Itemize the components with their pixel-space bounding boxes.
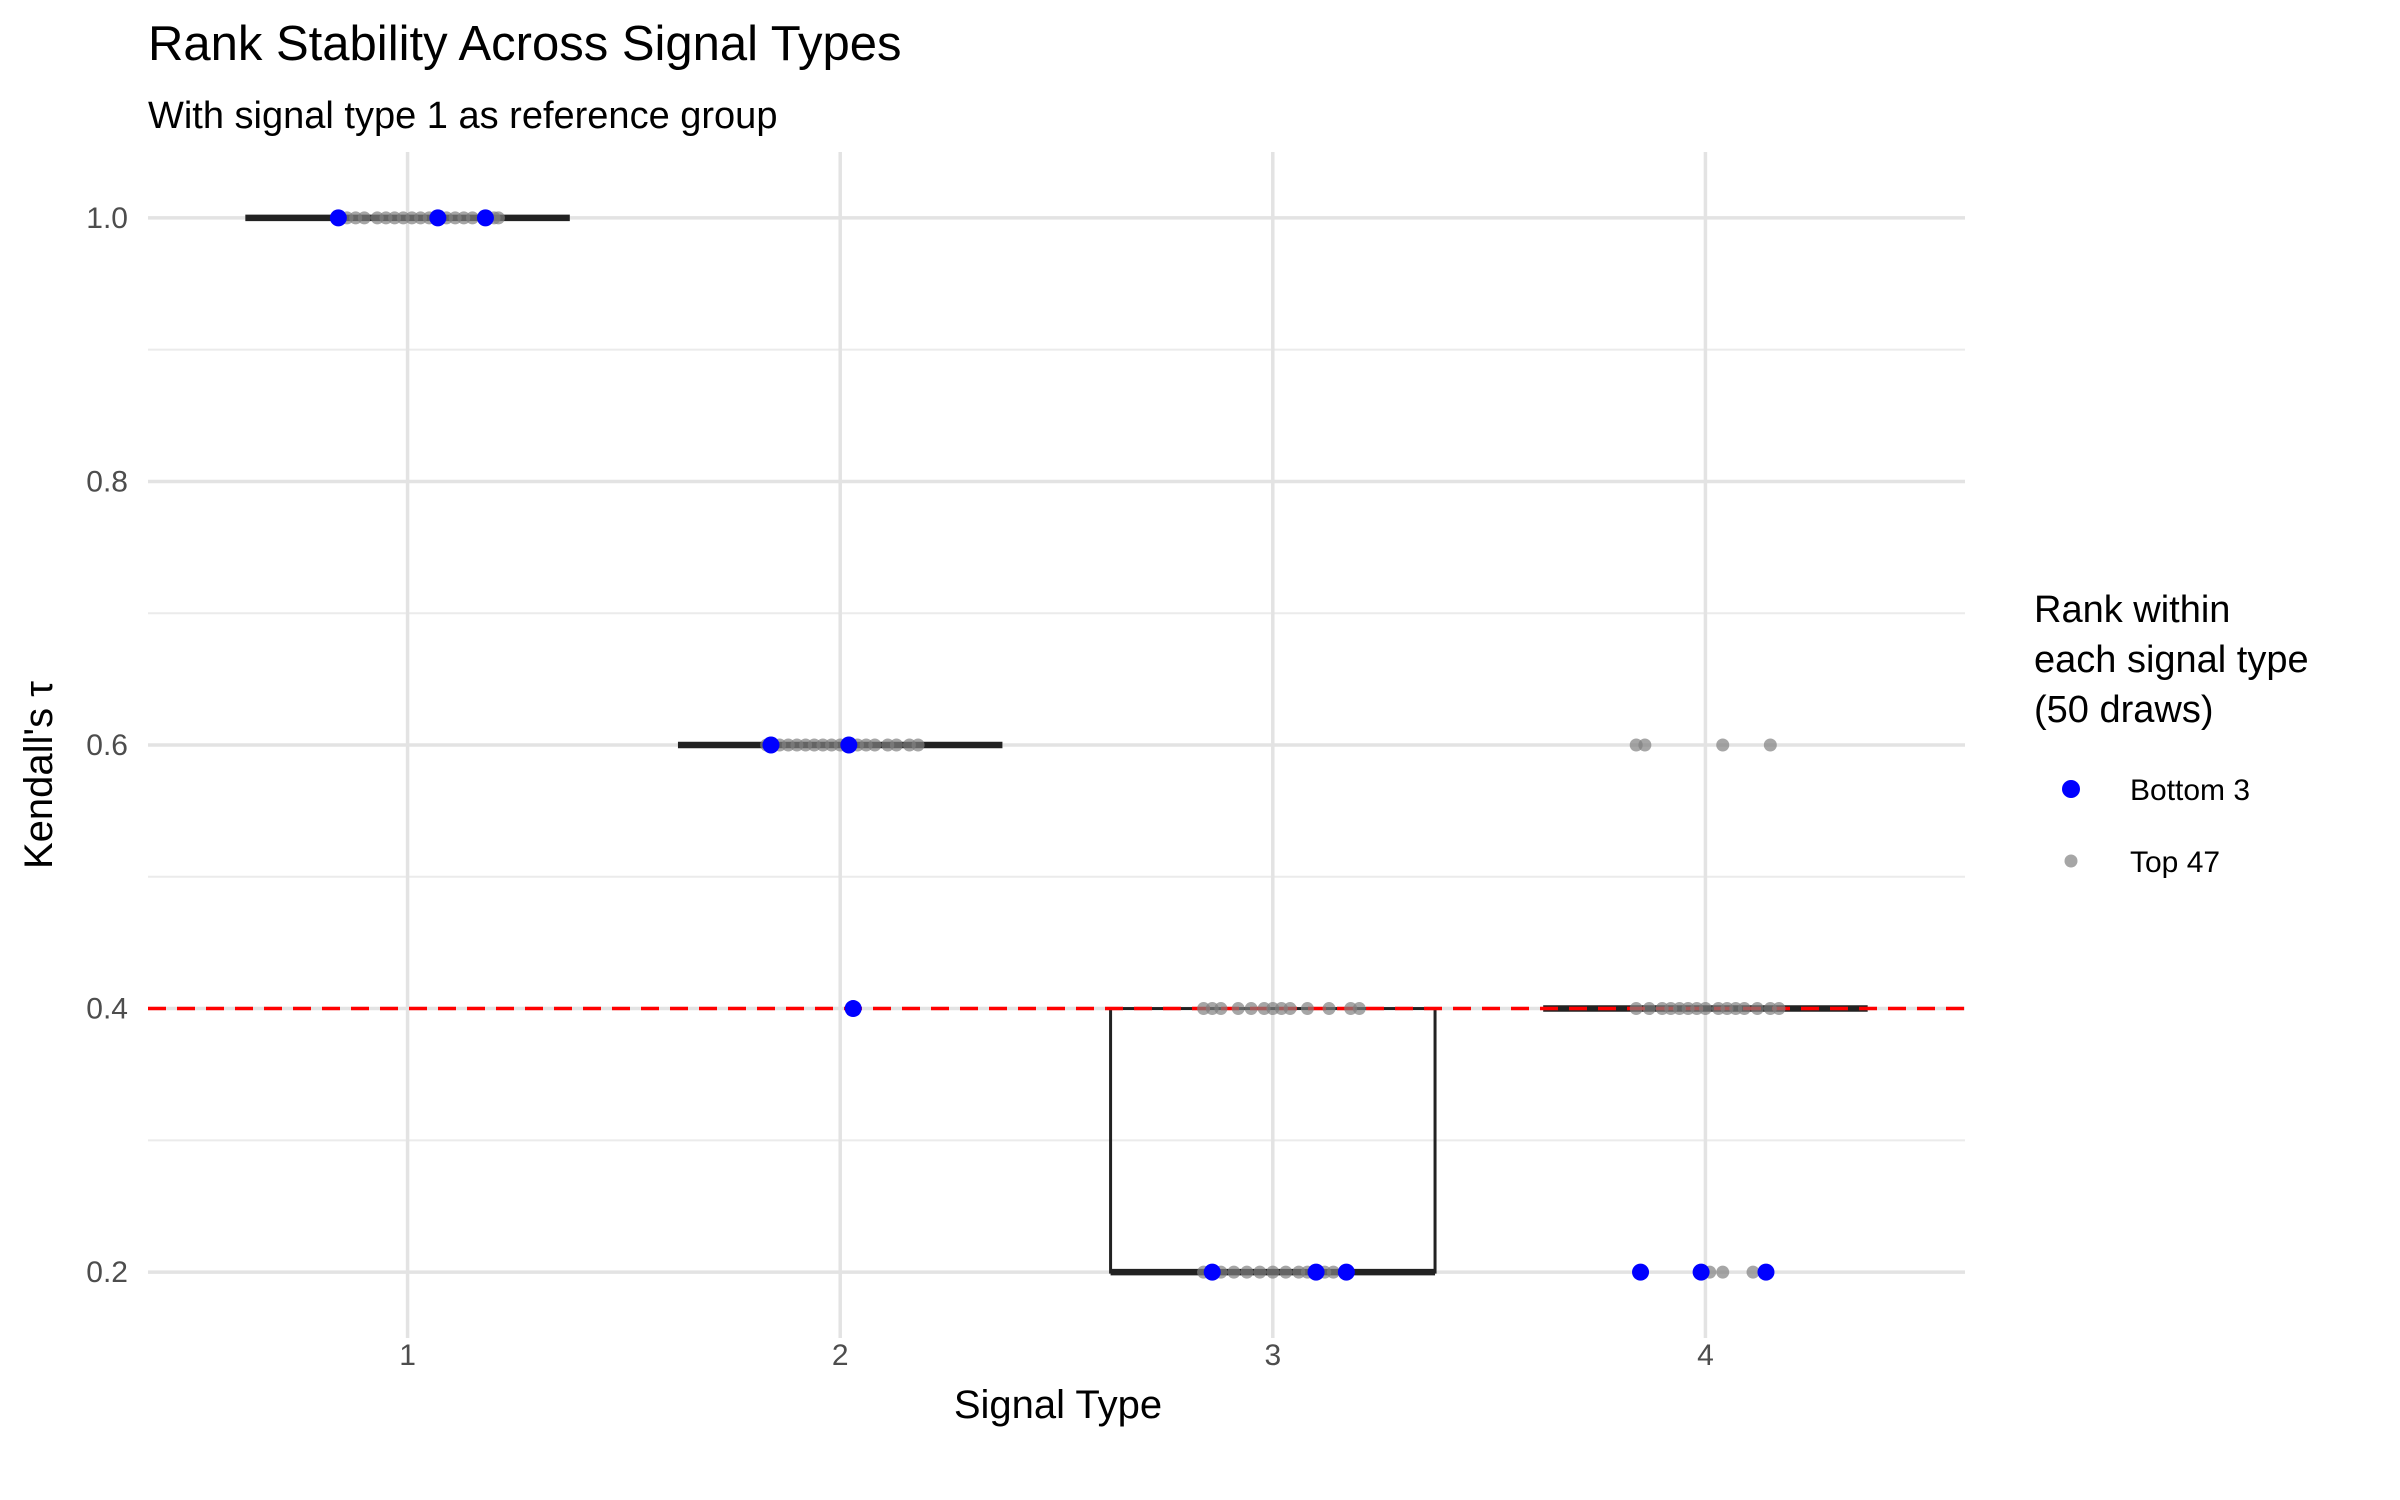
data-point-bottom-3 bbox=[840, 736, 858, 754]
data-point-top-47 bbox=[1629, 1002, 1643, 1016]
legend-key-bottom-3 bbox=[2062, 780, 2080, 798]
data-point-top-47 bbox=[1266, 1265, 1280, 1279]
data-point-bottom-3 bbox=[1757, 1263, 1775, 1281]
data-point-bottom-3 bbox=[762, 736, 780, 754]
legend-title-line: Rank within bbox=[2034, 589, 2230, 631]
x-tick-label: 1 bbox=[399, 1339, 416, 1372]
data-point-top-47 bbox=[1227, 1265, 1241, 1279]
y-tick-label: 1.0 bbox=[86, 202, 128, 235]
data-point-top-47 bbox=[1231, 1002, 1245, 1016]
data-point-top-47 bbox=[911, 738, 925, 752]
data-point-top-47 bbox=[1326, 1265, 1340, 1279]
data-point-top-47 bbox=[357, 211, 371, 225]
chart-title: Rank Stability Across Signal Types bbox=[148, 17, 902, 71]
data-point-bottom-3 bbox=[329, 209, 347, 227]
data-point-top-47 bbox=[1352, 1002, 1366, 1016]
data-point-top-47 bbox=[1240, 1265, 1254, 1279]
data-point-bottom-3 bbox=[429, 209, 447, 227]
y-tick-label: 0.4 bbox=[86, 993, 128, 1026]
legend-title-line: (50 draws) bbox=[2034, 689, 2214, 731]
data-point-top-47 bbox=[1279, 1265, 1293, 1279]
data-point-top-47 bbox=[1716, 738, 1730, 752]
data-point-top-47 bbox=[1763, 738, 1777, 752]
data-point-top-47 bbox=[1253, 1265, 1267, 1279]
data-point-top-47 bbox=[1283, 1002, 1297, 1016]
data-point-bottom-3 bbox=[476, 209, 494, 227]
x-tick-label: 2 bbox=[832, 1339, 849, 1372]
data-point-top-47 bbox=[1698, 1002, 1712, 1016]
data-point-top-47 bbox=[1746, 1265, 1760, 1279]
data-point-bottom-3 bbox=[844, 1000, 862, 1018]
data-point-top-47 bbox=[868, 738, 882, 752]
data-point-top-47 bbox=[1214, 1002, 1228, 1016]
data-point-top-47 bbox=[1737, 1002, 1751, 1016]
data-point-top-47 bbox=[1716, 1265, 1730, 1279]
y-tick-label: 0.6 bbox=[86, 729, 128, 762]
data-point-top-47 bbox=[1772, 1002, 1786, 1016]
legend-label-top-47: Top 47 bbox=[2130, 846, 2220, 879]
legend-title-line: each signal type bbox=[2034, 639, 2309, 681]
data-point-bottom-3 bbox=[1307, 1263, 1325, 1281]
data-point-top-47 bbox=[1244, 1002, 1258, 1016]
data-point-bottom-3 bbox=[1632, 1263, 1650, 1281]
data-point-bottom-3 bbox=[1337, 1263, 1355, 1281]
data-point-bottom-3 bbox=[1692, 1263, 1710, 1281]
data-point-top-47 bbox=[1638, 738, 1652, 752]
data-point-top-47 bbox=[491, 211, 505, 225]
data-point-top-47 bbox=[465, 211, 479, 225]
y-tick-label: 0.8 bbox=[86, 465, 128, 498]
data-point-bottom-3 bbox=[1203, 1263, 1221, 1281]
data-point-top-47 bbox=[1642, 1002, 1656, 1016]
x-tick-label: 4 bbox=[1697, 1339, 1714, 1372]
legend-key-top-47 bbox=[2064, 854, 2078, 868]
x-tick-label: 3 bbox=[1264, 1339, 1281, 1372]
data-point-top-47 bbox=[1300, 1002, 1314, 1016]
data-point-top-47 bbox=[1322, 1002, 1336, 1016]
chart-subtitle: With signal type 1 as reference group bbox=[148, 95, 777, 137]
y-tick-label: 0.2 bbox=[86, 1256, 128, 1289]
y-axis-title: Kendall's τ bbox=[17, 681, 61, 869]
data-point-top-47 bbox=[1750, 1002, 1764, 1016]
x-axis-title: Signal Type bbox=[954, 1383, 1162, 1427]
legend-label-bottom-3: Bottom 3 bbox=[2130, 774, 2250, 807]
data-point-top-47 bbox=[889, 738, 903, 752]
